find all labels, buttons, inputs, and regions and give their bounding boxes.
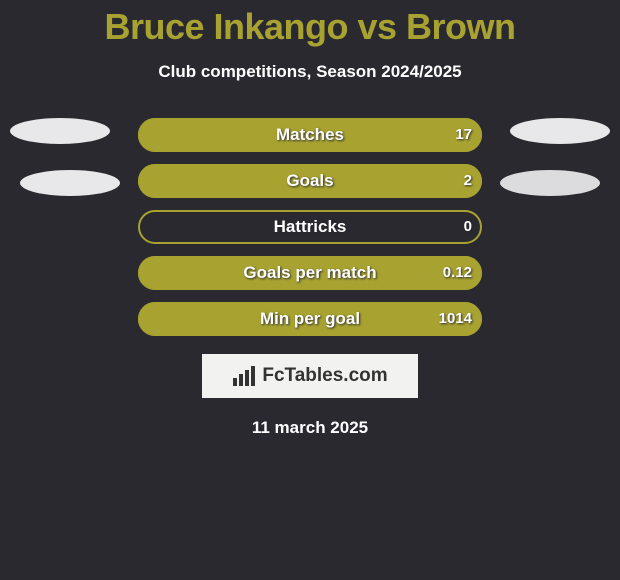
stat-label: Hattricks (138, 210, 482, 244)
stat-row: Hattricks0 (0, 210, 620, 244)
stat-value-right: 0.12 (443, 256, 472, 290)
stat-label: Goals per match (138, 256, 482, 290)
stat-row: Goals per match0.12 (0, 256, 620, 290)
stat-value-right: 17 (455, 118, 472, 152)
fctables-logo[interactable]: FcTables.com (202, 354, 418, 398)
page-title: Bruce Inkango vs Brown (0, 0, 620, 48)
comparison-chart: Matches17 Goals2 Hattricks0 Goals per match… (0, 118, 620, 336)
stat-label: Goals (138, 164, 482, 198)
stat-row: Matches17 (0, 118, 620, 152)
stat-value-right: 0 (464, 210, 472, 244)
stat-value-right: 1014 (439, 302, 472, 336)
stat-label: Min per goal (138, 302, 482, 336)
stat-label: Matches (138, 118, 482, 152)
stat-row: Goals2 (0, 164, 620, 198)
stat-row: Min per goal1014 (0, 302, 620, 336)
snapshot-date: 11 march 2025 (0, 418, 620, 438)
page-subtitle: Club competitions, Season 2024/2025 (0, 62, 620, 82)
bars-icon (232, 366, 256, 386)
stat-value-right: 2 (464, 164, 472, 198)
logo-text: FcTables.com (262, 365, 387, 387)
